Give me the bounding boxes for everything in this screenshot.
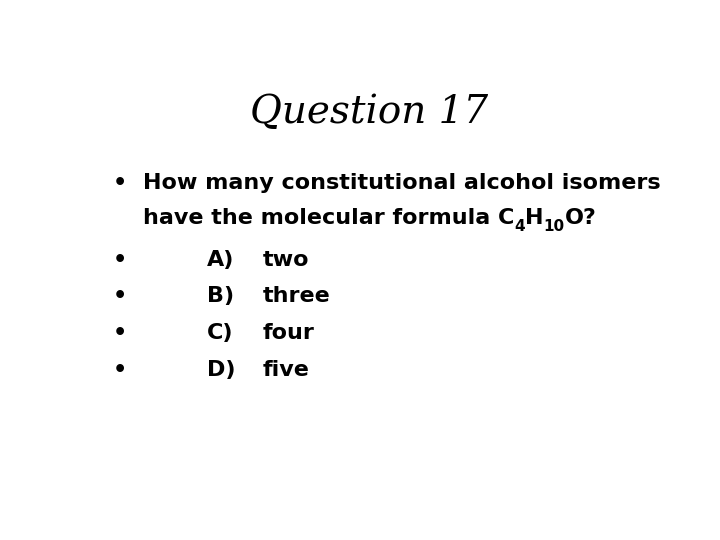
Text: C): C) (207, 323, 234, 343)
Text: •: • (112, 250, 127, 270)
Text: How many constitutional alcohol isomers: How many constitutional alcohol isomers (143, 173, 661, 193)
Text: two: two (263, 250, 310, 270)
Text: 4: 4 (514, 219, 525, 234)
Text: •: • (112, 286, 127, 306)
Text: H: H (525, 208, 544, 228)
Text: 10: 10 (544, 219, 564, 234)
Text: four: four (263, 323, 315, 343)
Text: three: three (263, 286, 330, 306)
Text: O?: O? (564, 208, 596, 228)
Text: A): A) (207, 250, 235, 270)
Text: have the molecular formula C: have the molecular formula C (143, 208, 514, 228)
Text: B): B) (207, 286, 234, 306)
Text: •: • (112, 360, 127, 380)
Text: Question 17: Question 17 (250, 94, 488, 131)
Text: D): D) (207, 360, 235, 380)
Text: five: five (263, 360, 310, 380)
Text: •: • (112, 323, 127, 343)
Text: •: • (112, 173, 127, 193)
